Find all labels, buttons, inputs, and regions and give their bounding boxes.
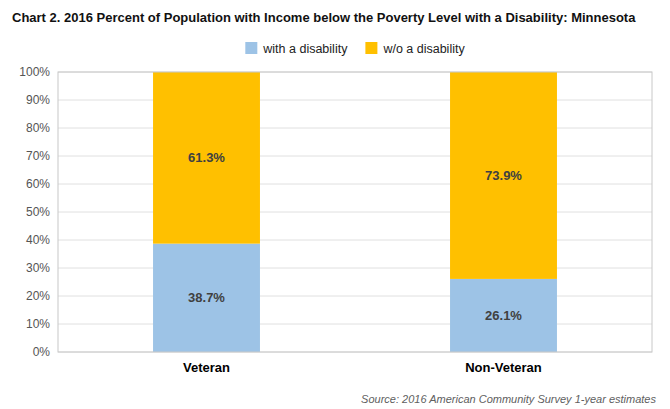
plot-frame — [58, 72, 652, 352]
bar — [153, 72, 260, 244]
y-tick-label: 0% — [33, 345, 51, 359]
grid-line — [58, 296, 652, 297]
y-tick-label: 80% — [26, 121, 50, 135]
grid-line — [58, 156, 652, 157]
data-label: 61.3% — [188, 150, 225, 165]
y-tick-label: 20% — [26, 289, 50, 303]
title: Chart 2. 2016 Percent of Population with… — [12, 10, 636, 25]
x-tick-label: Non-Veteran — [465, 360, 542, 375]
data-label: 73.9% — [485, 168, 522, 183]
y-tick-label: 30% — [26, 261, 50, 275]
legend-swatch — [245, 42, 257, 54]
grid-line — [58, 128, 652, 129]
data-labels: 38.7% 26.1% 61.3% 73.9% — [188, 150, 522, 323]
y-tick-label: 90% — [26, 93, 50, 107]
grid — [58, 72, 652, 352]
grid-line — [58, 268, 652, 269]
bar — [450, 72, 557, 279]
legend-label: with a disability — [262, 42, 348, 56]
data-label: 26.1% — [485, 308, 522, 323]
bar — [450, 279, 557, 352]
y-tick-label: 60% — [26, 177, 50, 191]
grid-line — [58, 100, 652, 101]
bar — [153, 244, 260, 352]
data-label: 38.7% — [188, 290, 225, 305]
y-tick-label: 70% — [26, 149, 50, 163]
y-tick-label: 40% — [26, 233, 50, 247]
bars — [153, 72, 557, 352]
y-tick-label: 50% — [26, 205, 50, 219]
annotation: Source: 2016 American Community Survey 1… — [361, 393, 656, 405]
y-tick-label: 10% — [26, 317, 50, 331]
legend: with a disability w/o a disability — [245, 42, 465, 56]
grid-line — [58, 212, 652, 213]
grid-line — [58, 324, 652, 325]
legend-swatch — [365, 42, 377, 54]
legend-label: w/o a disability — [382, 42, 465, 56]
grid-line — [58, 184, 652, 185]
chart: Chart 2. 2016 Percent of Population with… — [0, 0, 670, 409]
grid-line — [58, 240, 652, 241]
x-tick-label: Veteran — [183, 360, 230, 375]
chart-container: Chart 2. 2016 Percent of Population with… — [0, 0, 670, 409]
y-tick-label: 100% — [19, 65, 50, 79]
